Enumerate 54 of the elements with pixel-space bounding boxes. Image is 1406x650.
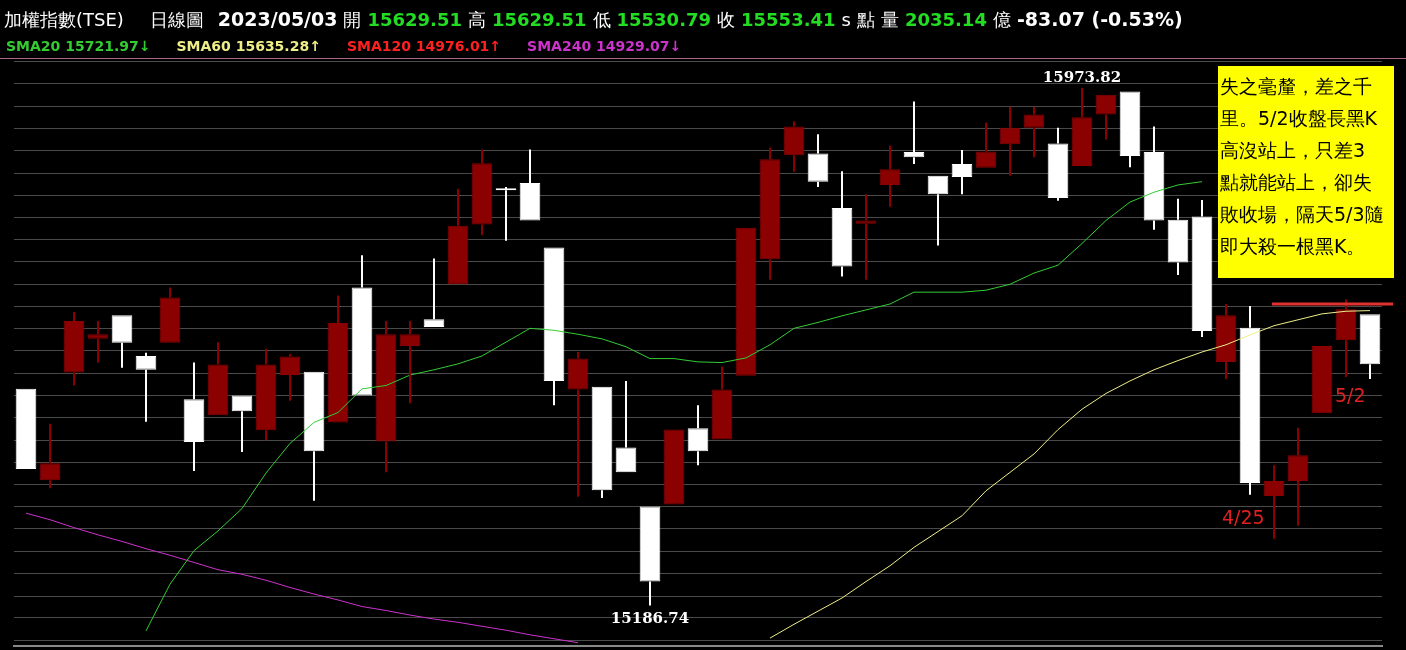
text: 15629.51: [367, 9, 462, 30]
text: 2023/05/03: [217, 8, 338, 30]
candlestick: [759, 146, 781, 281]
candlestick: [1047, 126, 1069, 202]
chart-subtitle: 日線圖: [149, 9, 204, 30]
candlestick: [1023, 105, 1045, 159]
text: 15530.79: [616, 9, 712, 30]
candlestick: [1191, 199, 1213, 338]
candlestick: [855, 193, 877, 281]
candlestick: [183, 361, 205, 473]
candlestick: [39, 422, 61, 490]
candlestick: [687, 404, 709, 467]
candlestick: [375, 320, 397, 474]
candlestick: [999, 105, 1021, 177]
candlestick: [255, 347, 277, 442]
annotation: 失之毫釐，差之千里。5/2收盤長黑K高沒站上，只差3點就能站上，卻失敗收場，隔天5/3隨即大殺一根黑K。: [1218, 66, 1394, 278]
candlestick: [807, 133, 829, 188]
text: 點: [856, 9, 875, 30]
text: 億: [992, 9, 1011, 30]
candlestick: [1263, 464, 1285, 540]
text: 15629.51: [492, 9, 587, 30]
candlestick: [279, 352, 301, 402]
text: 收: [717, 9, 736, 30]
candlestick: [831, 170, 853, 278]
text: s: [841, 9, 851, 30]
candlestick: [1143, 125, 1165, 231]
annotation: 15973.82: [1042, 68, 1122, 87]
candlestick: [1215, 303, 1237, 380]
candlestick: [879, 144, 901, 208]
text: 高: [468, 9, 486, 30]
text: -83.07 (-0.53%): [1016, 8, 1183, 30]
candlestick: [1239, 304, 1261, 496]
text: 2035.14: [904, 9, 987, 30]
text: SMA240 14929.07↓: [527, 38, 682, 54]
candlestick: [567, 351, 589, 498]
candlestick: [1287, 426, 1309, 527]
chart-title: 加權指數(TSE): [4, 9, 124, 30]
text: SMA60 15635.28↑: [176, 38, 321, 54]
text: 開: [343, 9, 362, 30]
text: 低: [592, 9, 611, 30]
candlestick: [1167, 197, 1189, 277]
candlestick: [471, 148, 493, 236]
candlestick: [783, 120, 805, 173]
annotation: 5/2: [1335, 384, 1366, 406]
candlestick: [951, 149, 973, 196]
text: 量: [880, 9, 899, 30]
candlestick: [87, 320, 109, 364]
text: SMA20 15721.97↓: [6, 38, 151, 54]
legend-label: SMA120 14976.01↑: [346, 38, 502, 54]
annotation: 4/25: [1222, 506, 1265, 528]
text: 15553.41: [741, 9, 836, 30]
annotation: 15186.74: [610, 608, 690, 627]
candlestick: [399, 320, 421, 405]
candlestick: [63, 310, 85, 387]
